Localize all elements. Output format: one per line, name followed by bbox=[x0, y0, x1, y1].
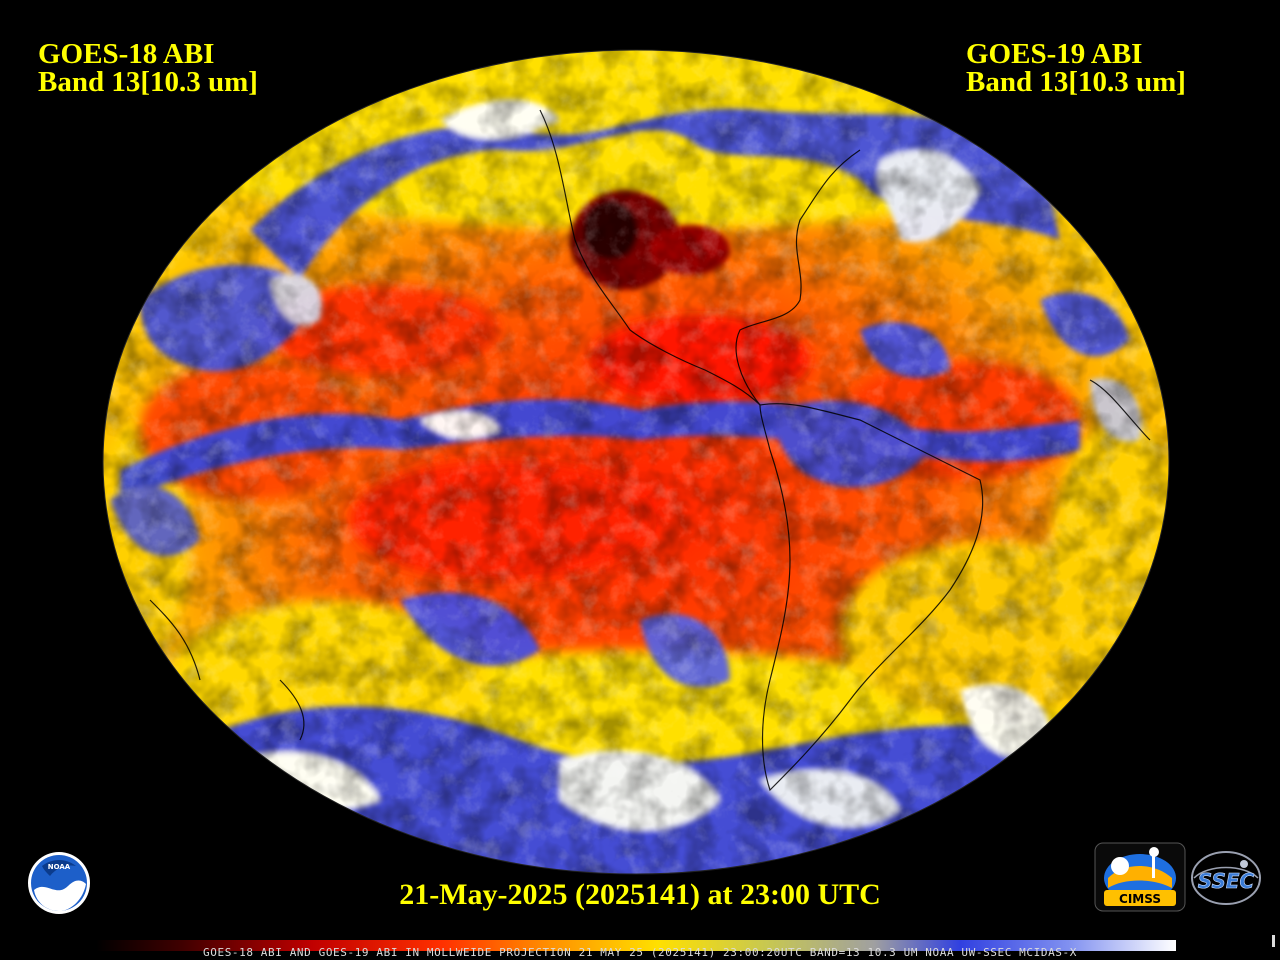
noaa-logo: NOAA bbox=[28, 852, 90, 914]
globe-outline bbox=[102, 49, 1170, 875]
timestamp-label: 21-May-2025 (2025141) at 23:00 UTC bbox=[399, 878, 881, 911]
cimss-logo: CIMSS bbox=[1094, 842, 1186, 912]
left-satellite-name: GOES-18 ABI bbox=[38, 38, 215, 70]
ssec-logo: SSEC bbox=[1191, 851, 1261, 905]
footer-caption: GOES-18 ABI AND GOES-19 ABI IN MOLLWEIDE… bbox=[203, 946, 1077, 959]
cimss-logo-text: CIMSS bbox=[1119, 892, 1161, 906]
right-satellite-name: GOES-19 ABI bbox=[966, 38, 1143, 70]
footer-tick-mark bbox=[1272, 935, 1275, 947]
noaa-logo-text: NOAA bbox=[48, 863, 71, 871]
left-band-name: Band 13[10.3 um] bbox=[38, 66, 258, 98]
right-satellite-label: GOES-19 ABI Band 13[10.3 um] bbox=[966, 38, 1186, 98]
temperature-color-bar bbox=[96, 940, 1176, 951]
mollweide-ir-map bbox=[102, 49, 1170, 875]
ssec-logo-text: SSEC bbox=[1198, 869, 1255, 893]
right-band-name: Band 13[10.3 um] bbox=[966, 66, 1186, 98]
left-satellite-label: GOES-18 ABI Band 13[10.3 um] bbox=[38, 38, 258, 98]
globe-imagery bbox=[103, 50, 1169, 874]
coastlines bbox=[149, 109, 1151, 792]
